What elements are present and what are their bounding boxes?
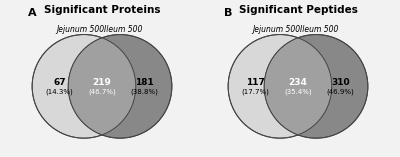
- Text: (17.7%): (17.7%): [242, 89, 270, 95]
- Text: 234: 234: [288, 78, 308, 87]
- Text: B: B: [224, 8, 232, 18]
- Text: (14.3%): (14.3%): [46, 89, 74, 95]
- Text: Ileum 500: Ileum 500: [300, 25, 338, 34]
- Text: Jejunum 500: Jejunum 500: [253, 25, 301, 34]
- Text: (35.4%): (35.4%): [284, 89, 312, 95]
- Circle shape: [32, 35, 136, 138]
- Circle shape: [228, 35, 332, 138]
- Circle shape: [264, 35, 368, 138]
- Text: 310: 310: [331, 78, 350, 87]
- Circle shape: [264, 35, 368, 138]
- Text: Jejunum 500: Jejunum 500: [57, 25, 105, 34]
- Text: (46.7%): (46.7%): [88, 89, 116, 95]
- Text: Significant Peptides: Significant Peptides: [238, 5, 358, 15]
- Text: 117: 117: [246, 78, 265, 87]
- Text: 181: 181: [135, 78, 154, 87]
- Text: A: A: [28, 8, 37, 18]
- Text: (38.8%): (38.8%): [130, 89, 158, 95]
- Circle shape: [68, 35, 172, 138]
- Text: Significant Proteins: Significant Proteins: [44, 5, 160, 15]
- Text: 219: 219: [92, 78, 112, 87]
- Text: Ileum 500: Ileum 500: [104, 25, 142, 34]
- Circle shape: [68, 35, 172, 138]
- Text: 67: 67: [53, 78, 66, 87]
- Text: (46.9%): (46.9%): [326, 89, 354, 95]
